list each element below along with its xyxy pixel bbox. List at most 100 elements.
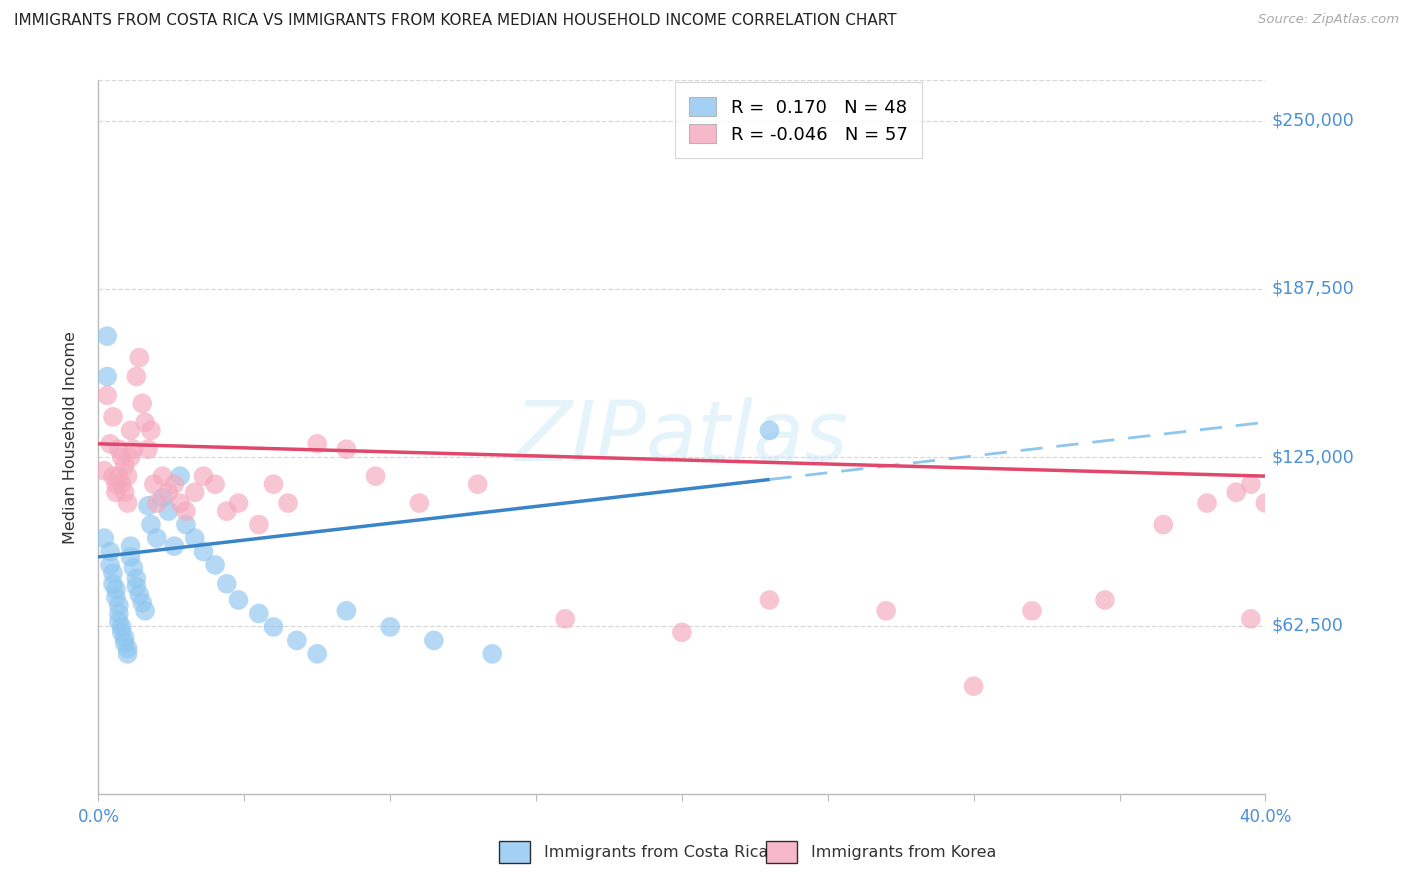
Point — [554, 612, 576, 626]
Point — [152, 469, 174, 483]
Point — [120, 423, 142, 437]
Point — [96, 329, 118, 343]
Point — [307, 437, 329, 451]
Point — [204, 558, 226, 572]
Point — [114, 485, 136, 500]
Text: $62,500: $62,500 — [1271, 616, 1343, 634]
Point — [142, 477, 165, 491]
Point — [335, 442, 357, 457]
Point — [104, 477, 127, 491]
Point — [335, 604, 357, 618]
Point — [111, 620, 134, 634]
Text: Immigrants from Korea: Immigrants from Korea — [811, 845, 997, 860]
Point — [285, 633, 308, 648]
Point — [157, 485, 180, 500]
Point — [108, 599, 131, 613]
Point — [93, 464, 115, 478]
Point — [193, 469, 215, 483]
Point — [139, 423, 162, 437]
Point — [875, 604, 897, 618]
Point — [134, 604, 156, 618]
Point — [131, 596, 153, 610]
Point — [114, 458, 136, 473]
Point — [277, 496, 299, 510]
Point — [101, 469, 124, 483]
Point — [247, 607, 270, 621]
Point — [183, 485, 205, 500]
Point — [228, 593, 250, 607]
Point — [146, 531, 169, 545]
Point — [125, 580, 148, 594]
Point — [163, 539, 186, 553]
Point — [108, 469, 131, 483]
Point — [128, 588, 150, 602]
Point — [152, 491, 174, 505]
Point — [134, 415, 156, 429]
Point — [111, 477, 134, 491]
Point — [183, 531, 205, 545]
Point — [169, 496, 191, 510]
Point — [128, 351, 150, 365]
Point — [163, 477, 186, 491]
Point — [1225, 485, 1247, 500]
Text: IMMIGRANTS FROM COSTA RICA VS IMMIGRANTS FROM KOREA MEDIAN HOUSEHOLD INCOME CORR: IMMIGRANTS FROM COSTA RICA VS IMMIGRANTS… — [14, 13, 897, 29]
Text: $187,500: $187,500 — [1271, 280, 1354, 298]
Point — [104, 485, 127, 500]
Point — [1195, 496, 1218, 510]
Text: $125,000: $125,000 — [1271, 449, 1354, 467]
Point — [215, 504, 238, 518]
Point — [671, 625, 693, 640]
Point — [136, 499, 159, 513]
Legend: R =  0.170   N = 48, R = -0.046   N = 57: R = 0.170 N = 48, R = -0.046 N = 57 — [675, 82, 922, 158]
Point — [117, 647, 139, 661]
Point — [408, 496, 430, 510]
Y-axis label: Median Household Income: Median Household Income — [63, 331, 77, 543]
Point — [111, 625, 134, 640]
Point — [120, 549, 142, 564]
Point — [125, 571, 148, 585]
Point — [96, 388, 118, 402]
Point — [136, 442, 159, 457]
Point — [1240, 612, 1263, 626]
Point — [247, 517, 270, 532]
Point — [364, 469, 387, 483]
Point — [1021, 604, 1043, 618]
Point — [1254, 496, 1277, 510]
Text: ZIPatlas: ZIPatlas — [515, 397, 849, 477]
Point — [117, 496, 139, 510]
Point — [114, 631, 136, 645]
Point — [101, 566, 124, 580]
Point — [104, 591, 127, 605]
Point — [96, 369, 118, 384]
Point — [146, 496, 169, 510]
Point — [378, 620, 402, 634]
Point — [758, 593, 780, 607]
Point — [169, 469, 191, 483]
Point — [174, 517, 197, 532]
Point — [204, 477, 226, 491]
Point — [122, 442, 145, 457]
Point — [1094, 593, 1116, 607]
Point — [93, 531, 115, 545]
Text: Immigrants from Costa Rica: Immigrants from Costa Rica — [544, 845, 769, 860]
Point — [262, 620, 284, 634]
Point — [962, 679, 984, 693]
Point — [98, 544, 121, 558]
Point — [120, 450, 142, 465]
Point — [228, 496, 250, 510]
Point — [101, 577, 124, 591]
Point — [467, 477, 489, 491]
Point — [1240, 477, 1263, 491]
Point — [131, 396, 153, 410]
Point — [174, 504, 197, 518]
Text: $250,000: $250,000 — [1271, 112, 1354, 129]
Point — [108, 615, 131, 629]
Point — [98, 558, 121, 572]
Point — [481, 647, 503, 661]
Point — [111, 450, 134, 465]
Point — [98, 437, 121, 451]
Point — [120, 539, 142, 553]
Point — [117, 469, 139, 483]
Point — [108, 442, 131, 457]
Point — [157, 504, 180, 518]
